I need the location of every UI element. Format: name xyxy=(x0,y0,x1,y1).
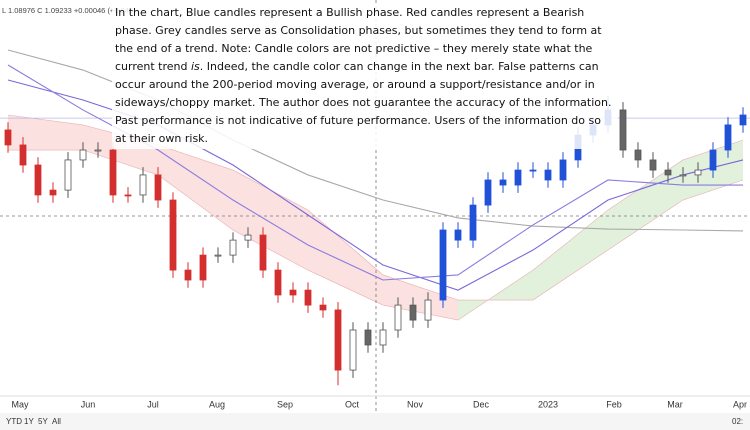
cloud-segment xyxy=(8,114,83,151)
candle-body xyxy=(439,229,447,301)
candle-body xyxy=(484,179,492,206)
candle-body xyxy=(409,304,417,321)
x-tick-label: 2023 xyxy=(538,399,558,409)
cloud-segment xyxy=(158,144,233,230)
x-tick-label: Jun xyxy=(81,399,96,409)
candle-body xyxy=(139,174,147,196)
candle-body xyxy=(739,114,747,126)
cloud-segment xyxy=(533,209,608,301)
x-tick-label: Dec xyxy=(473,399,490,409)
cloud-segment xyxy=(608,159,683,251)
note-text: In the chart, Blue candles represent a B… xyxy=(115,6,602,73)
range-button[interactable]: YTD xyxy=(6,417,22,426)
candle-body xyxy=(229,239,237,256)
candle-body xyxy=(634,149,642,161)
x-tick-label: Oct xyxy=(345,399,360,409)
candle-body xyxy=(394,304,402,331)
note-emphasis: is xyxy=(191,60,200,73)
disclaimer: In the chart, Blue candles represent a B… xyxy=(112,3,618,149)
candle-body xyxy=(274,269,282,296)
candle-body xyxy=(259,234,267,271)
candle-body xyxy=(529,169,537,172)
candle-body xyxy=(424,299,432,321)
price-legend: L 1.08976 C 1.09233 +0.00046 (+0.045 xyxy=(2,6,134,15)
candle-body xyxy=(499,179,507,186)
candle-body xyxy=(349,329,357,371)
candle-body xyxy=(469,204,477,241)
candle-body xyxy=(724,124,732,151)
candle-body xyxy=(289,289,297,296)
candle-body xyxy=(169,199,177,271)
candle-body xyxy=(454,229,462,241)
candle-body xyxy=(514,169,522,186)
candle-body xyxy=(619,109,627,151)
candle-body xyxy=(154,174,162,201)
candle-body xyxy=(79,149,87,161)
range-button[interactable]: All xyxy=(52,417,61,426)
range-button[interactable]: 5Y xyxy=(38,417,48,426)
x-tick-label: Apr xyxy=(733,399,747,409)
x-tick-label: Nov xyxy=(407,399,424,409)
cloud-segment xyxy=(83,124,158,175)
candle-body xyxy=(319,304,327,311)
x-tick-label: Sep xyxy=(277,399,293,409)
x-tick-label: Mar xyxy=(667,399,683,409)
candle-body xyxy=(34,164,42,196)
cloud-segment xyxy=(233,170,308,271)
candle-body xyxy=(4,129,12,146)
cloud-segment xyxy=(308,209,383,306)
x-tick-label: May xyxy=(11,399,29,409)
candle-body xyxy=(304,289,312,306)
candle-body xyxy=(199,254,207,281)
candle-body xyxy=(709,149,717,171)
candle-body xyxy=(214,254,222,257)
cloud-edge xyxy=(8,139,744,321)
candle-body xyxy=(334,309,342,371)
candle-body xyxy=(124,194,132,197)
candle-body xyxy=(184,269,192,281)
candle-body xyxy=(94,149,102,152)
candle-body xyxy=(64,159,72,191)
clock: 02: xyxy=(732,417,744,426)
candle-body xyxy=(679,174,687,177)
candle-body xyxy=(49,189,57,196)
candle-body xyxy=(694,169,702,176)
note-text: . Indeed, the candle color can change in… xyxy=(115,60,612,145)
candle-body xyxy=(19,144,27,166)
candle-body xyxy=(379,329,387,346)
candle-body xyxy=(109,149,117,196)
x-tick-label: Feb xyxy=(606,399,622,409)
cloud-segment xyxy=(383,274,458,321)
x-tick-label: Aug xyxy=(209,399,225,409)
candle-body xyxy=(364,329,372,346)
candle-body xyxy=(664,169,672,176)
x-tick-label: Jul xyxy=(147,399,159,409)
toolbar: YTD 1Y 5Y All 02: xyxy=(0,413,750,430)
candle-body xyxy=(244,234,252,241)
candle-body xyxy=(559,159,567,181)
candle-body xyxy=(544,169,552,181)
range-button[interactable]: 1Y xyxy=(24,417,34,426)
candle-body xyxy=(649,159,657,171)
